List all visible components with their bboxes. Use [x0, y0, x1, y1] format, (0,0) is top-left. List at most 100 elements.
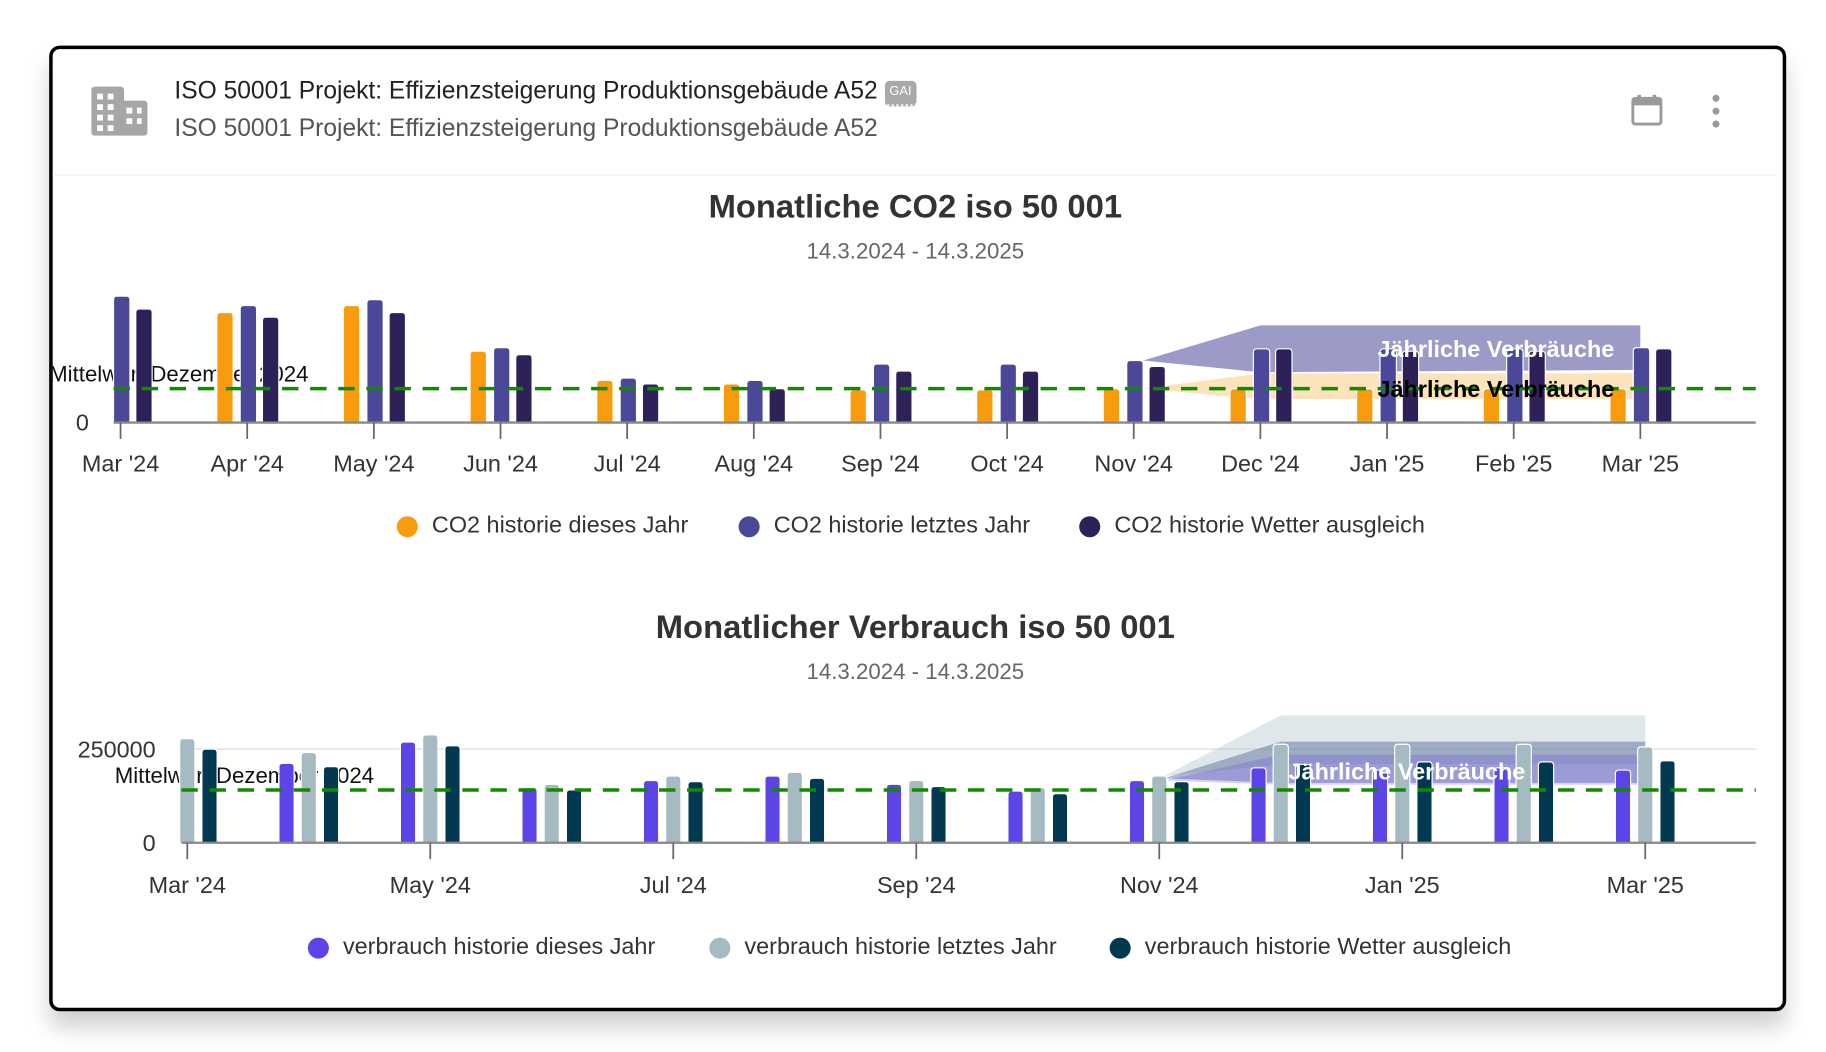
annotation-label: Jährliche Verbräuche [1289, 759, 1526, 785]
x-tick-label: May '24 [333, 451, 414, 477]
bar-dieses-jahr [722, 383, 741, 424]
x-tick-label: Jan '25 [1365, 872, 1440, 898]
bar-dieses-jahr [216, 311, 234, 424]
bar-letztes-jahr [786, 771, 803, 844]
bar-wetter-ausgleich [135, 308, 153, 424]
legend-label: CO2 historie letztes Jahr [773, 512, 1031, 539]
legend-marker [709, 936, 731, 959]
y-tick-label: 0 [76, 410, 89, 436]
bar-letztes-jahr [239, 304, 258, 424]
x-tick-label: Sep '24 [841, 451, 920, 477]
bar-letztes-jahr [1252, 348, 1271, 424]
bar-dieses-jahr [1102, 388, 1121, 424]
bar-wetter-ausgleich [808, 777, 826, 844]
bar-dieses-jahr [1609, 388, 1627, 424]
bar-wetter-ausgleich [895, 370, 913, 424]
bar-wetter-ausgleich [1528, 350, 1546, 424]
legend-label: verbrauch historie dieses Jahr [342, 934, 656, 960]
bar-wetter-ausgleich [1294, 763, 1312, 844]
bar-letztes-jahr [1515, 743, 1532, 844]
widget-card [49, 45, 1787, 1012]
legend-marker [307, 936, 329, 959]
bar-letztes-jahr [872, 363, 891, 424]
bar-wetter-ausgleich [1654, 348, 1673, 424]
bar-letztes-jahr [908, 779, 925, 844]
legend-item-verbrauch-letztes-jahr[interactable]: verbrauch historie letztes Jahr [709, 934, 1057, 961]
bar-dieses-jahr [1356, 388, 1374, 424]
bar-wetter-ausgleich [1021, 370, 1040, 424]
verbrauch-chart-date-range: 14.3.2024 - 14.3.2025 [806, 660, 1025, 685]
bar-wetter-ausgleich [388, 311, 407, 424]
bar-wetter-ausgleich [1659, 760, 1676, 844]
bar-wetter-ausgleich [1537, 761, 1555, 844]
bar-dieses-jahr [976, 389, 994, 424]
bar-dieses-jahr [596, 379, 614, 424]
bar-dieses-jahr [1128, 779, 1146, 844]
building-icon [91, 86, 148, 136]
bar-wetter-ausgleich [930, 785, 947, 844]
x-tick-label: Apr '24 [210, 451, 283, 477]
legend-label: verbrauch historie Wetter ausgleich [1144, 934, 1512, 960]
x-tick-label: Mar '24 [149, 872, 226, 898]
bar-dieses-jahr [1493, 767, 1510, 844]
bar-dieses-jahr [642, 779, 660, 844]
x-tick-label: Feb '25 [1475, 451, 1552, 477]
y-tick-label: 250000 [78, 736, 156, 762]
bar-wetter-ausgleich [565, 789, 583, 844]
bar-wetter-ausgleich [768, 388, 786, 424]
more-vert-icon[interactable] [1704, 94, 1727, 129]
bar-dieses-jahr [521, 787, 538, 844]
bar-wetter-ausgleich [1173, 781, 1190, 844]
bar-wetter-ausgleich [1148, 365, 1166, 424]
bar-wetter-ausgleich [687, 781, 704, 844]
verbrauch-chart-title: Monatlicher Verbrauch iso 50 001 [655, 608, 1175, 645]
x-tick-label: Nov '24 [1120, 872, 1199, 898]
bar-wetter-ausgleich [1275, 348, 1293, 424]
x-tick-label: Nov '24 [1094, 451, 1173, 477]
bar-letztes-jahr [1151, 775, 1168, 844]
legend-item-co2-letztes-jahr[interactable]: CO2 historie letztes Jahr [738, 512, 1031, 540]
bar-letztes-jahr [112, 295, 131, 424]
bar-letztes-jahr [1637, 746, 1654, 844]
bar-letztes-jahr [366, 299, 384, 424]
widget-subtitle: ISO 50001 Projekt: Effizienzsteigerung P… [174, 114, 878, 142]
bar-letztes-jahr [1632, 347, 1651, 424]
bar-dieses-jahr [278, 762, 295, 844]
x-tick-label: Sep '24 [877, 872, 956, 898]
bar-letztes-jahr [300, 751, 317, 844]
legend-label: CO2 historie Wetter ausgleich [1114, 512, 1425, 539]
calendar-icon[interactable] [1631, 94, 1664, 127]
legend-item-co2-dieses-jahr[interactable]: CO2 historie dieses Jahr [396, 512, 689, 540]
legend-marker [1109, 936, 1131, 959]
bar-dieses-jahr [885, 783, 903, 844]
bar-dieses-jahr [1229, 388, 1247, 424]
bar-wetter-ausgleich [201, 748, 218, 844]
bar-wetter-ausgleich [1416, 761, 1433, 844]
co2-chart-title: Monatliche CO2 iso 50 001 [708, 188, 1123, 225]
x-tick-label: Jan '25 [1350, 451, 1425, 477]
legend-label: verbrauch historie letztes Jahr [744, 934, 1057, 960]
gai-badge: GAI [884, 80, 917, 107]
legend-item-verbrauch-dieses-jahr[interactable]: verbrauch historie dieses Jahr [307, 934, 656, 961]
y-tick-label: 0 [143, 830, 156, 856]
x-tick-label: Mar '25 [1602, 451, 1679, 477]
bar-letztes-jahr [422, 734, 439, 844]
legend-label: CO2 historie dieses Jahr [431, 512, 689, 539]
x-tick-label: Jul '24 [594, 451, 661, 477]
bar-letztes-jahr [1126, 359, 1144, 424]
bar-dieses-jahr [764, 775, 781, 844]
bar-dieses-jahr [469, 350, 488, 424]
bar-wetter-ausgleich [322, 766, 340, 844]
annotation-label: Jährliche Verbräuche [1378, 336, 1615, 362]
bar-letztes-jahr [543, 783, 560, 844]
bar-letztes-jahr [619, 377, 638, 424]
bar-letztes-jahr [1506, 348, 1524, 424]
verbrauch-chart: Mittelwert Dezember 2024 Jährliche Verbrä… [78, 715, 1756, 898]
bar-letztes-jahr [999, 363, 1018, 424]
legend-item-co2-wetter[interactable]: CO2 historie Wetter ausgleich [1079, 513, 1425, 540]
bar-letztes-jahr [746, 379, 764, 424]
bar-wetter-ausgleich [515, 354, 533, 424]
legend-item-verbrauch-wetter[interactable]: verbrauch historie Wetter ausgleich [1109, 934, 1512, 961]
header-divider [52, 174, 1776, 176]
